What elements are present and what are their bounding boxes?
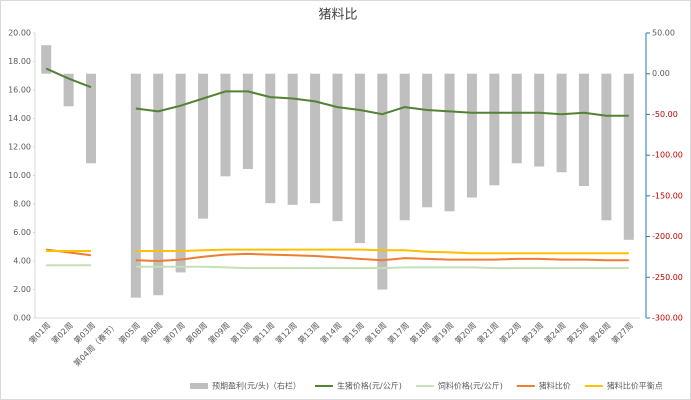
- bar: [310, 73, 321, 204]
- y-tick-label: 16.00: [8, 86, 31, 95]
- bar: [242, 73, 253, 169]
- bar: [130, 73, 141, 298]
- bar: [153, 73, 164, 296]
- bar: [511, 73, 522, 164]
- y2-tick-label: -200.00: [652, 232, 683, 241]
- bar: [466, 73, 477, 198]
- bar: [265, 73, 276, 204]
- y-tick-label: 6.00: [13, 228, 31, 237]
- y-tick-label: 14.00: [8, 114, 31, 123]
- bar: [578, 73, 589, 187]
- chart-title: 猪料比: [318, 8, 357, 23]
- y2-tick-label: -300.00: [652, 314, 683, 323]
- bar: [220, 73, 231, 177]
- bar: [86, 73, 97, 164]
- bar: [41, 45, 52, 74]
- y-tick-label: 8.00: [13, 200, 31, 209]
- bar: [489, 73, 500, 186]
- legend-label: 饲料价格(元/公斤): [438, 381, 503, 391]
- line: [46, 264, 629, 270]
- bar: [534, 73, 545, 167]
- legend-swatch: [190, 383, 208, 389]
- bar: [422, 73, 433, 208]
- bar: [556, 73, 567, 173]
- y-tick-label: 10.00: [8, 171, 31, 180]
- bar: [444, 73, 455, 212]
- legend-label: 预期盈利(元/头)（右栏）: [212, 381, 301, 391]
- legend-label: 猪料比价: [539, 381, 571, 391]
- y2-tick-label: -100.00: [652, 151, 683, 160]
- y-tick-label: 12.00: [8, 143, 31, 152]
- bar: [175, 73, 186, 273]
- y-tick-label: 2.00: [13, 285, 31, 294]
- y-tick-label: 4.00: [13, 257, 31, 266]
- bar: [623, 73, 634, 240]
- bar: [198, 73, 209, 219]
- bar: [601, 73, 612, 221]
- y-tick-label: 18.00: [8, 57, 31, 66]
- y2-tick-label: -250.00: [652, 273, 683, 282]
- bar: [332, 73, 343, 222]
- line: [45, 67, 629, 117]
- y-tick-label: 0.00: [13, 314, 31, 323]
- line: [46, 248, 629, 255]
- y2-tick-label: 0.00: [652, 69, 670, 78]
- y2-tick-label: 50.00: [652, 29, 675, 38]
- legend-label: 猪料比价平衡点: [607, 381, 663, 391]
- bar: [399, 73, 410, 221]
- y-tick-label: 20.00: [8, 29, 31, 38]
- bar: [377, 73, 388, 290]
- y2-tick-label: -50.00: [652, 110, 678, 119]
- bar: [354, 73, 365, 244]
- bar: [63, 73, 74, 107]
- legend-label: 生猪价格(元/公斤): [337, 381, 402, 391]
- bar: [287, 73, 298, 205]
- y2-tick-label: -150.00: [652, 191, 683, 200]
